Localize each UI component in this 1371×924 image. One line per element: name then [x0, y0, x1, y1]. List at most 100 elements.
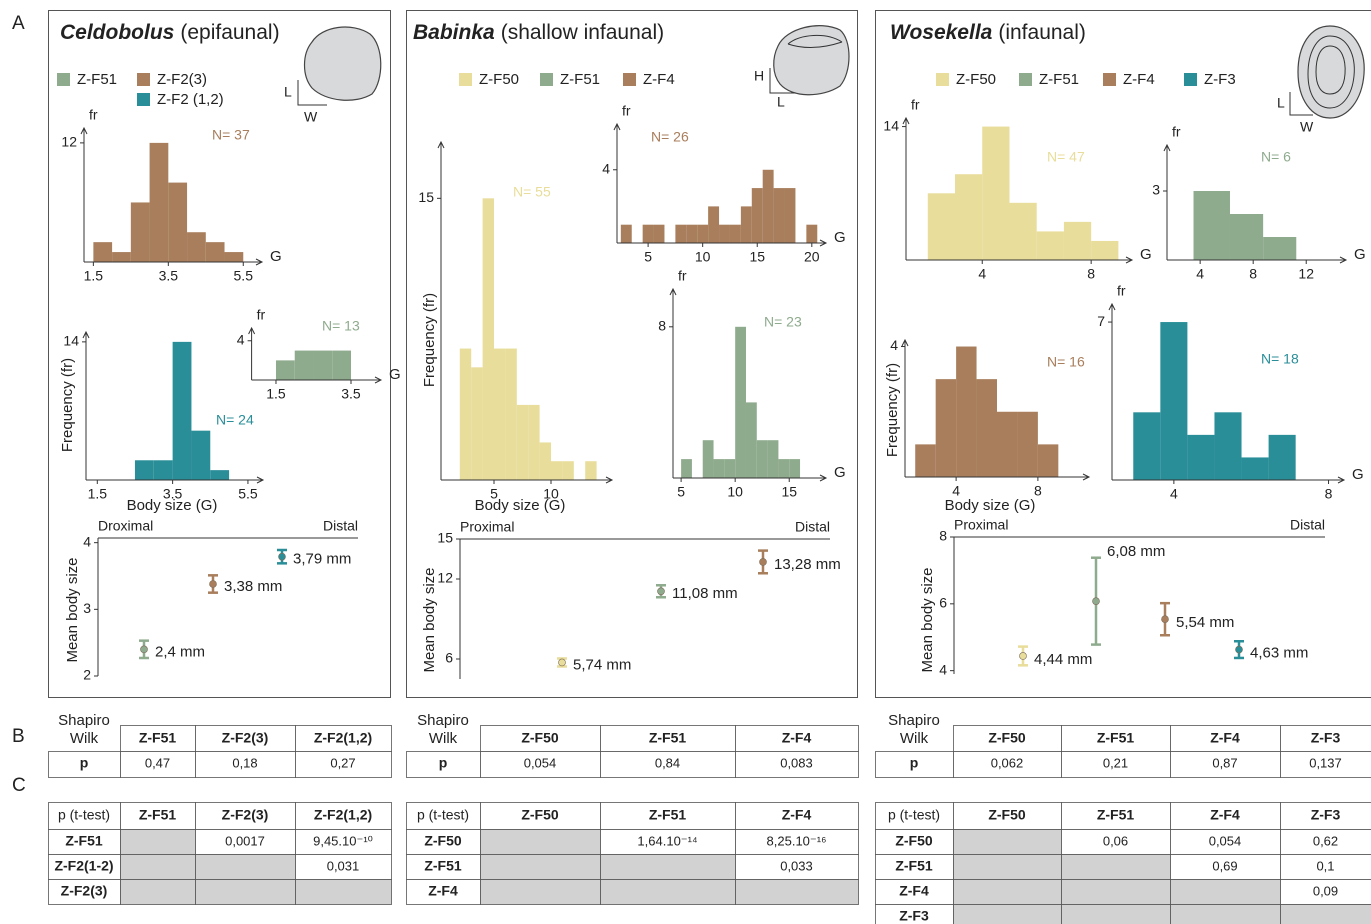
histogram-bar	[936, 379, 956, 477]
y-tick-label: 6	[445, 650, 453, 666]
mean-point	[210, 581, 217, 588]
histogram-bar	[112, 252, 131, 262]
histogram-bar	[93, 242, 112, 262]
n-label: N= 26	[651, 129, 689, 145]
value-label: 5,54 mm	[1176, 614, 1234, 631]
table-cell	[481, 880, 601, 905]
y-axis-name: fr	[257, 307, 266, 323]
table-value: 0,62	[1313, 833, 1338, 848]
y-tick-label: 3	[1152, 182, 1160, 198]
table-cell	[1281, 905, 1371, 924]
orientation-label: L	[1277, 95, 1285, 111]
table-value: 0,87	[1212, 755, 1237, 770]
histogram-bar	[785, 188, 796, 243]
x-tick-label: 3.5	[341, 386, 361, 402]
legend-swatch	[936, 73, 949, 86]
legend-swatch	[1103, 73, 1116, 86]
y-axis-name: fr	[1172, 124, 1181, 140]
column-header: Z-F51	[139, 807, 177, 823]
x-tick-label: 12	[1298, 266, 1314, 282]
table-cell	[954, 855, 1062, 880]
legend-swatch	[540, 73, 553, 86]
table-cell	[121, 880, 196, 905]
x-tick-label: 4	[1170, 486, 1178, 502]
orientation-label: L	[777, 94, 785, 110]
x-axis-name: G	[1140, 246, 1152, 263]
column-header: Z-F2(3)	[222, 730, 269, 746]
histogram-bar	[187, 232, 206, 262]
table-value: 9,45.10⁻¹⁰	[313, 833, 373, 848]
histogram-bar	[206, 242, 225, 262]
column-header: Z-F2(3)	[222, 807, 269, 823]
table-cell	[954, 830, 1062, 855]
x-axis-name: G	[389, 366, 401, 383]
histogram-bar	[982, 127, 1009, 260]
legend-swatch	[623, 73, 636, 86]
n-label: N= 18	[1261, 351, 1299, 367]
value-label: 6,08 mm	[1107, 543, 1165, 560]
row-header: Z-F51	[65, 833, 103, 849]
table-value: 0,06	[1103, 833, 1128, 848]
x-end-label: Distal	[323, 518, 358, 534]
histogram-bar	[1194, 191, 1230, 260]
value-label: 3,38 mm	[224, 578, 282, 595]
table-cell	[1062, 905, 1171, 924]
legend-label: Z-F3	[1204, 71, 1236, 88]
value-label: 3,79 mm	[293, 551, 351, 568]
x-tick-label: 8	[1325, 486, 1333, 502]
mean-point	[1093, 598, 1100, 605]
histogram-bar	[1230, 214, 1263, 260]
panel-title: Wosekella(infaunal)	[890, 21, 1086, 44]
habit: (infaunal)	[998, 21, 1086, 44]
x-tick-label: 10	[727, 484, 743, 500]
row-header: Z-F51	[895, 858, 933, 874]
row-header: p	[80, 755, 89, 771]
column-header: Z-F4	[782, 807, 812, 823]
histogram-bar	[675, 225, 686, 243]
x-end-label: Distal	[1290, 517, 1325, 533]
y-axis-label: Frequency (fr)	[59, 358, 76, 452]
mean-point	[1236, 646, 1243, 653]
histogram-bar	[528, 405, 539, 480]
y-tick-label: 14	[63, 333, 79, 349]
legend-label: Z-F51	[560, 71, 600, 88]
histogram-bar	[1269, 435, 1296, 480]
table-value: 1,64.10⁻¹⁴	[637, 833, 697, 848]
y-axis-name: fr	[678, 268, 687, 284]
histogram-bar	[977, 379, 997, 477]
row-header: p	[910, 755, 919, 771]
histogram-bar	[135, 460, 154, 480]
legend-swatch	[459, 73, 472, 86]
column-header: Z-F51	[139, 730, 177, 746]
row-header: Z-F51	[424, 858, 462, 874]
value-label: 2,4 mm	[155, 643, 205, 660]
x-axis-name: G	[270, 248, 282, 265]
x-tick-label: 4	[1196, 266, 1204, 282]
n-label: N= 6	[1261, 149, 1291, 165]
table-header: Shapiro Wilk	[406, 712, 480, 754]
histogram-bar	[494, 349, 505, 480]
histogram-bar	[1064, 222, 1091, 260]
histogram-bar	[1133, 412, 1160, 480]
row-header: Z-F50	[895, 833, 933, 849]
legend-label: Z-F50	[956, 71, 996, 88]
y-tick-label: 6	[939, 595, 947, 611]
n-label: N= 24	[216, 412, 254, 428]
histogram-bar	[1038, 444, 1058, 477]
y-tick-label: 14	[883, 117, 899, 133]
histogram-bar	[191, 431, 210, 480]
histogram-bar	[997, 412, 1017, 477]
histogram-bar	[724, 459, 735, 478]
n-label: N= 55	[513, 184, 551, 200]
x-tick-label: 1.5	[84, 268, 104, 284]
histogram-bar	[654, 225, 665, 243]
column-header: Z-F50	[521, 730, 559, 746]
genus: Babinka	[413, 21, 495, 44]
table-value: 8,25.10⁻¹⁶	[767, 833, 827, 848]
histogram-bar	[1091, 241, 1118, 260]
histogram-bar	[562, 461, 573, 480]
x-tick-label: 5.5	[238, 486, 258, 502]
table-cell	[481, 855, 601, 880]
histogram-bar	[471, 367, 482, 480]
column-header: Z-F50	[521, 807, 559, 823]
